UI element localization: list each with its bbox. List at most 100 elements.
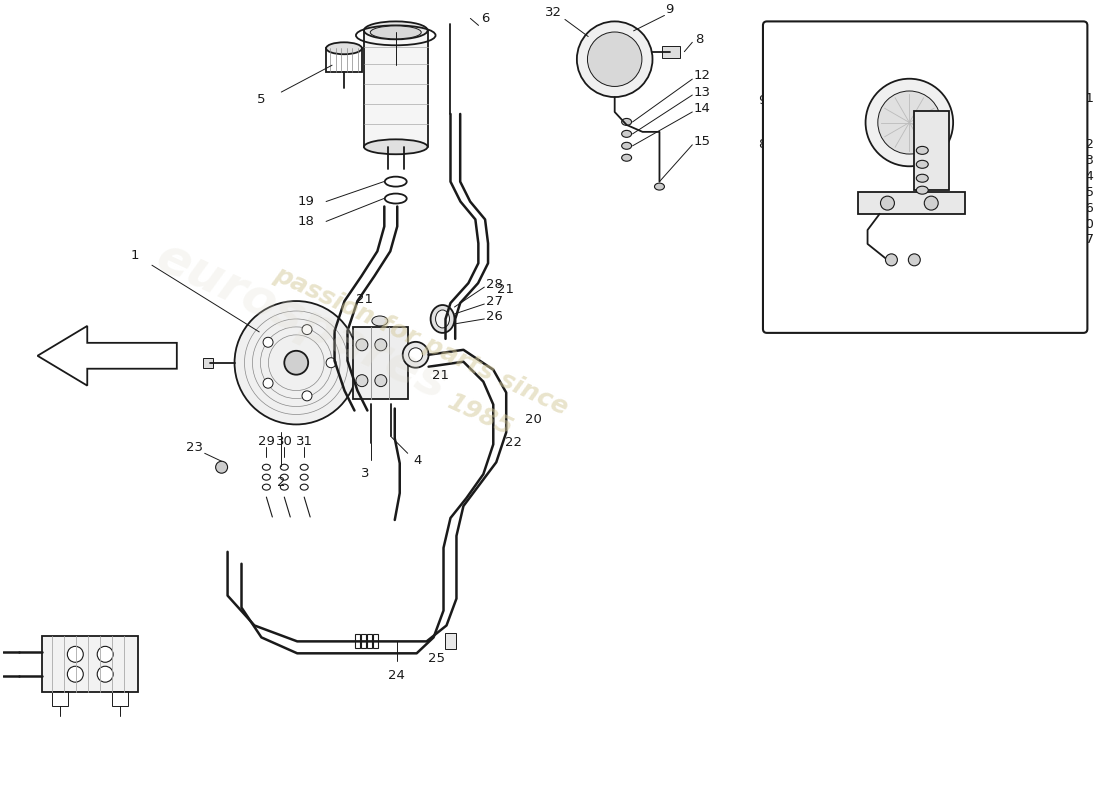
Text: 23: 23 <box>186 441 204 454</box>
Ellipse shape <box>916 186 928 194</box>
Circle shape <box>878 91 940 154</box>
Circle shape <box>326 358 336 368</box>
Bar <box>353 327 408 398</box>
Text: SOLUZIONE SUPERATA: SOLUZIONE SUPERATA <box>842 298 1009 310</box>
Circle shape <box>409 348 422 362</box>
Circle shape <box>866 78 953 166</box>
Text: 9: 9 <box>759 94 767 107</box>
Bar <box>43 637 138 692</box>
Text: 3: 3 <box>361 466 370 480</box>
Text: 16: 16 <box>1077 202 1094 214</box>
Text: 21: 21 <box>497 282 514 295</box>
Text: 20: 20 <box>525 413 541 426</box>
Text: 13: 13 <box>694 86 711 98</box>
Text: 19: 19 <box>297 195 315 208</box>
Bar <box>202 358 212 368</box>
Bar <box>444 634 456 650</box>
Ellipse shape <box>621 130 631 138</box>
Ellipse shape <box>916 174 928 182</box>
Circle shape <box>576 22 652 97</box>
Ellipse shape <box>621 118 631 126</box>
Ellipse shape <box>371 26 421 39</box>
Text: 25: 25 <box>428 652 446 665</box>
Bar <box>326 48 362 72</box>
Text: 4: 4 <box>414 454 421 466</box>
Circle shape <box>263 378 273 388</box>
Circle shape <box>356 374 367 386</box>
Circle shape <box>302 391 312 401</box>
FancyBboxPatch shape <box>763 22 1088 333</box>
Text: 32: 32 <box>544 6 561 19</box>
Circle shape <box>375 339 387 350</box>
Text: 24: 24 <box>388 669 405 682</box>
Bar <box>662 46 681 58</box>
Bar <box>355 634 360 648</box>
Text: 14: 14 <box>694 102 711 115</box>
Circle shape <box>234 301 358 425</box>
Text: 7: 7 <box>1077 78 1086 92</box>
Circle shape <box>97 646 113 662</box>
Text: 21: 21 <box>432 369 449 382</box>
Text: 31: 31 <box>296 435 312 448</box>
Ellipse shape <box>364 22 428 39</box>
Text: 12: 12 <box>1077 138 1094 151</box>
Circle shape <box>880 196 894 210</box>
Text: 29: 29 <box>257 435 275 448</box>
Circle shape <box>284 350 308 374</box>
Text: 16: 16 <box>810 263 826 276</box>
Bar <box>364 30 428 146</box>
Text: 11: 11 <box>1077 92 1094 105</box>
Text: 13: 13 <box>1077 154 1094 167</box>
Text: 8: 8 <box>695 33 704 46</box>
Circle shape <box>886 254 898 266</box>
Text: 26: 26 <box>486 310 503 323</box>
Text: 6: 6 <box>481 12 490 25</box>
Bar <box>53 691 68 706</box>
Ellipse shape <box>654 183 664 190</box>
Ellipse shape <box>916 160 928 168</box>
Bar <box>373 634 377 648</box>
Text: 27: 27 <box>486 294 503 307</box>
Bar <box>112 691 128 706</box>
Text: 17: 17 <box>1077 234 1094 246</box>
Text: 30: 30 <box>276 435 293 448</box>
Bar <box>858 192 965 214</box>
Text: 1985: 1985 <box>443 390 517 441</box>
Circle shape <box>302 325 312 334</box>
Ellipse shape <box>326 42 362 54</box>
Text: 18: 18 <box>297 215 315 228</box>
Circle shape <box>909 254 921 266</box>
Ellipse shape <box>916 146 928 154</box>
Circle shape <box>263 338 273 347</box>
Text: 15: 15 <box>694 135 711 148</box>
Bar <box>914 110 949 190</box>
Text: 17: 17 <box>826 274 843 286</box>
Text: OLD SOLUTION: OLD SOLUTION <box>869 318 981 330</box>
Circle shape <box>67 646 84 662</box>
Circle shape <box>924 196 938 210</box>
Ellipse shape <box>436 310 450 328</box>
Circle shape <box>356 339 367 350</box>
Circle shape <box>216 462 228 474</box>
Text: 28: 28 <box>486 278 503 290</box>
Ellipse shape <box>621 154 631 162</box>
Text: eurospares: eurospares <box>147 233 454 410</box>
Bar <box>367 634 372 648</box>
Text: 1: 1 <box>131 249 140 262</box>
Text: 12: 12 <box>694 69 711 82</box>
Ellipse shape <box>364 139 428 154</box>
Circle shape <box>587 32 642 86</box>
Text: 15: 15 <box>1077 186 1094 198</box>
Circle shape <box>375 374 387 386</box>
Text: 21: 21 <box>356 293 373 306</box>
Text: 8: 8 <box>759 138 767 151</box>
Ellipse shape <box>372 316 388 326</box>
Circle shape <box>97 666 113 682</box>
Text: 22: 22 <box>505 436 521 449</box>
Bar <box>361 634 366 648</box>
Text: passion for parts since: passion for parts since <box>270 262 572 420</box>
Text: 14: 14 <box>1077 170 1094 182</box>
Text: 9: 9 <box>666 3 673 16</box>
Circle shape <box>403 342 429 368</box>
Text: 5: 5 <box>257 93 266 106</box>
